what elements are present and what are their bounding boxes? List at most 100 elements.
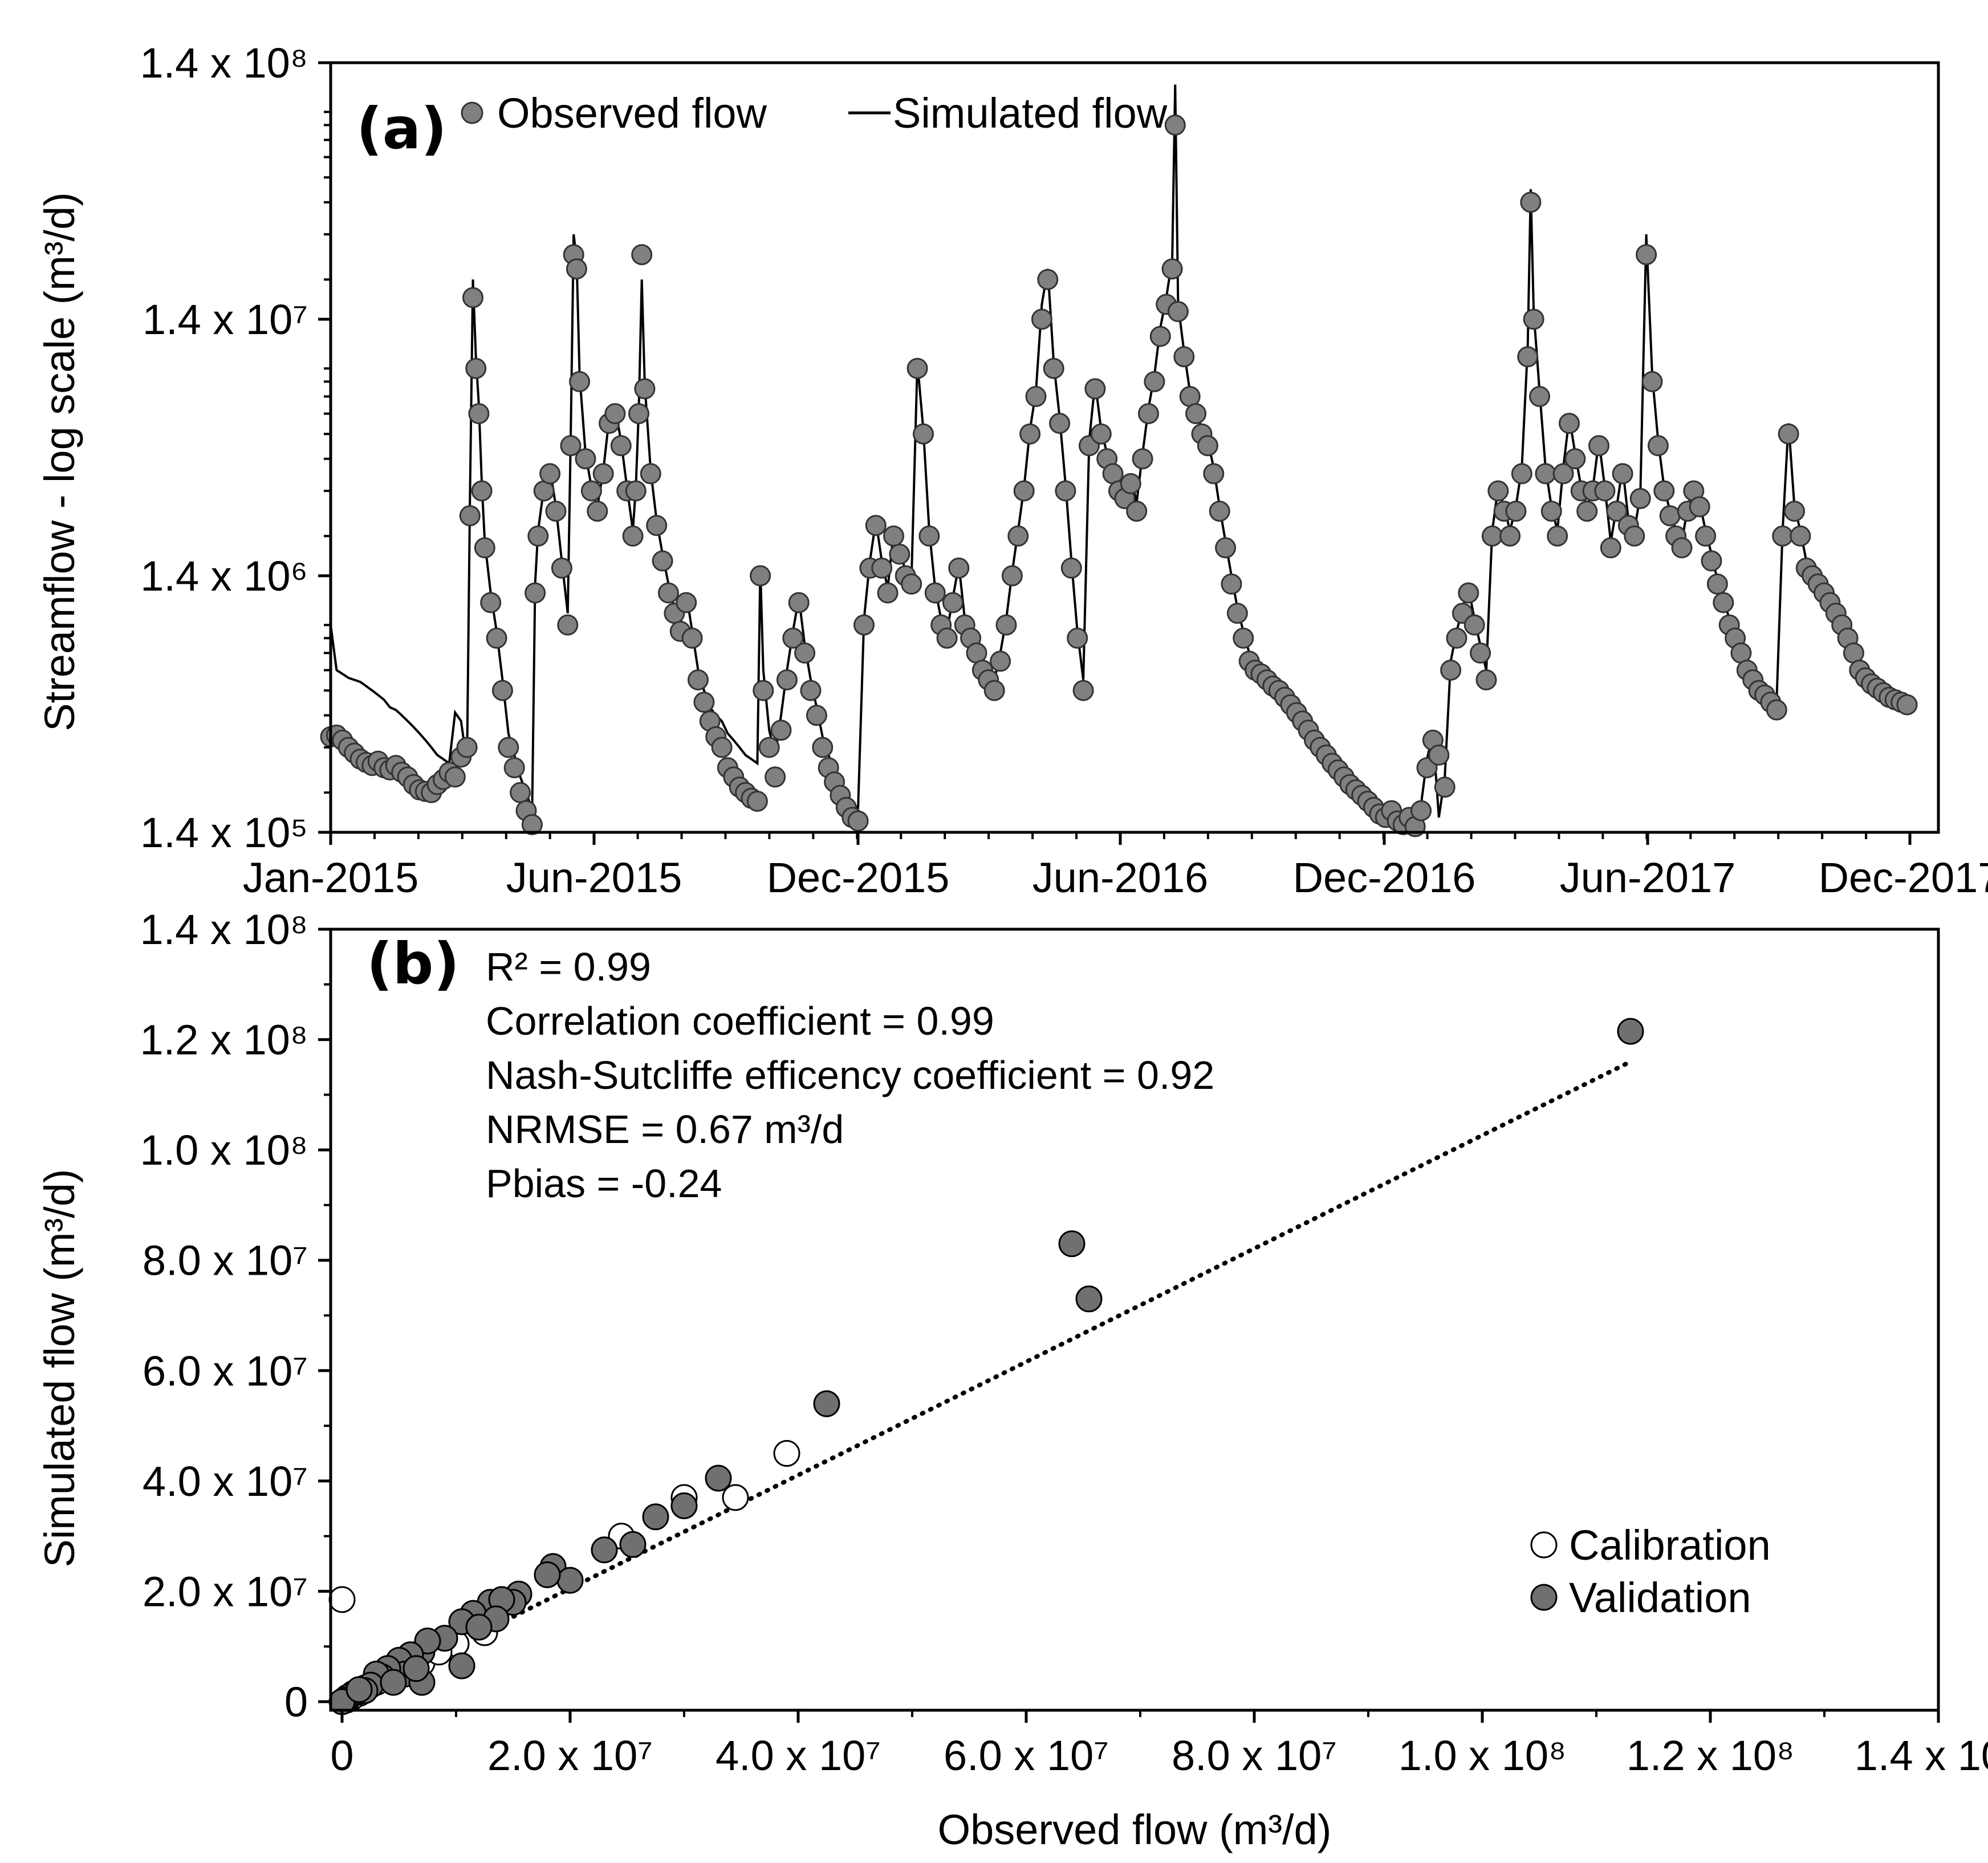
observed-point: [1706, 573, 1728, 595]
observed-point: [681, 627, 703, 649]
observed-point: [1790, 525, 1811, 547]
observed-point: [459, 505, 481, 527]
legend-calibration-label: Calibration: [1569, 1522, 1771, 1569]
observed-point: [1138, 403, 1159, 425]
panel-a-x-ticks: Jan-2015 Jun-2015 Dec-2015 Jun-2016 Dec-2016…: [243, 832, 1988, 901]
observed-point: [525, 582, 546, 604]
observed-point: [521, 814, 543, 835]
observed-point: [1588, 435, 1609, 457]
observed-point: [1535, 463, 1556, 485]
x-tick-label: 4.0 x 10⁷: [715, 1732, 881, 1779]
panel-a-y-axis-title: Streamflow - log scale (m³/d): [36, 192, 83, 731]
legend-calibration-marker: [1530, 1531, 1558, 1559]
observed-point: [1221, 573, 1242, 595]
observed-point: [765, 766, 786, 788]
observed-point: [1049, 413, 1071, 434]
x-tick-label: 1.0 x 10⁸: [1398, 1732, 1567, 1779]
observed-point: [1197, 435, 1218, 457]
observed-point: [1149, 326, 1171, 347]
observed-point: [1713, 592, 1734, 613]
observed-point: [948, 558, 970, 579]
trendline: [340, 1059, 1633, 1704]
observed-point: [1209, 501, 1230, 522]
x-tick-label: Dec-2016: [1293, 854, 1476, 901]
observed-point: [800, 680, 822, 701]
validation-point: [619, 1531, 647, 1558]
observed-point: [625, 480, 647, 502]
observed-point: [1552, 463, 1574, 485]
observed-point: [1659, 505, 1681, 527]
observed-point: [924, 582, 946, 604]
x-tick-label: Jun-2016: [1032, 854, 1209, 901]
observed-point: [510, 782, 531, 803]
panel-b: 0 2.0 x 10⁷ 4.0 x 10⁷ 6.0 x 10⁷ 8.0 x 10⁷ 1.0…: [36, 906, 1988, 1853]
observed-point: [983, 680, 1005, 701]
observed-point: [592, 463, 614, 485]
observed-point: [1564, 448, 1586, 470]
validation-point: [448, 1652, 475, 1679]
validation-point: [591, 1536, 618, 1564]
observed-point: [853, 614, 875, 636]
observed-point: [1606, 501, 1628, 522]
observed-point: [776, 669, 798, 691]
observed-point: [604, 403, 626, 425]
observed-point: [1641, 371, 1663, 392]
observed-point: [628, 403, 649, 425]
validation-point: [534, 1561, 561, 1588]
observed-point: [812, 737, 834, 758]
y-tick-label: 1.0 x 10⁸: [140, 1126, 308, 1174]
observed-point: [658, 582, 679, 604]
observed-point: [990, 650, 1011, 672]
observed-point: [1612, 463, 1633, 485]
observed-point: [936, 627, 958, 649]
observed-flow-points: [320, 114, 1918, 837]
observed-point: [1505, 501, 1527, 522]
legend-validation-marker: [1530, 1584, 1558, 1611]
observed-point: [1428, 745, 1450, 766]
panel-b-frame: [329, 928, 1940, 1712]
observed-point: [1695, 525, 1717, 547]
observed-point: [1653, 480, 1675, 502]
legend-validation-label: Validation: [1569, 1574, 1751, 1621]
observed-point: [918, 525, 940, 547]
observed-point: [1226, 603, 1248, 624]
observed-point: [491, 680, 513, 701]
observed-point: [1701, 550, 1722, 572]
stats-line: NRMSE = 0.67 m³/d: [486, 1107, 844, 1152]
x-tick-label: Jan-2015: [243, 854, 419, 901]
observed-point: [1772, 525, 1794, 547]
observed-point: [1636, 244, 1657, 266]
calibration-point: [722, 1484, 749, 1511]
observed-point: [1766, 699, 1787, 721]
observed-point: [711, 737, 733, 758]
observed-point: [634, 378, 656, 400]
observed-point: [640, 463, 661, 485]
stats-line: Pbias = -0.24: [486, 1161, 722, 1206]
observed-point: [545, 501, 567, 522]
y-tick-label: 1.4 x 10⁷: [143, 296, 308, 343]
observed-point: [539, 463, 561, 485]
observed-point: [1173, 346, 1195, 368]
observed-point: [486, 627, 507, 649]
observed-point: [688, 669, 709, 691]
observed-point: [1689, 496, 1710, 518]
panel-a-label: (a): [356, 95, 447, 162]
validation-point: [1058, 1230, 1086, 1258]
validation-point: [403, 1655, 430, 1682]
observed-point: [527, 525, 549, 547]
panel-a: 1.4 x 10⁵ 1.4 x 10⁶ 1.4 x 10⁷ 1.4 x 10⁸ Jan…: [36, 39, 1988, 901]
panel-a-frame: [329, 61, 1940, 834]
y-tick-label: 0: [284, 1678, 308, 1726]
observed-point: [1072, 680, 1094, 701]
observed-point: [1233, 627, 1254, 649]
validation-point: [556, 1567, 584, 1594]
stats-line: Nash-Sutcliffe efficency coefficient = 0…: [486, 1053, 1214, 1097]
observed-point: [758, 737, 780, 758]
observed-point: [1132, 448, 1153, 470]
observed-point: [1120, 473, 1141, 494]
y-tick-label: 1.4 x 10⁵: [140, 809, 308, 856]
x-tick-label: Dec-2015: [767, 854, 950, 901]
observed-point: [1559, 413, 1580, 434]
observed-point: [480, 592, 502, 613]
observed-point: [1215, 537, 1237, 559]
